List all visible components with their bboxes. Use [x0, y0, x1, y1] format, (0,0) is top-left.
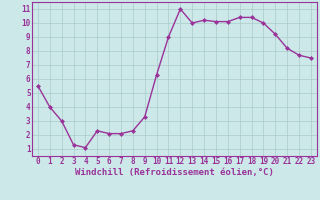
X-axis label: Windchill (Refroidissement éolien,°C): Windchill (Refroidissement éolien,°C)	[75, 168, 274, 177]
